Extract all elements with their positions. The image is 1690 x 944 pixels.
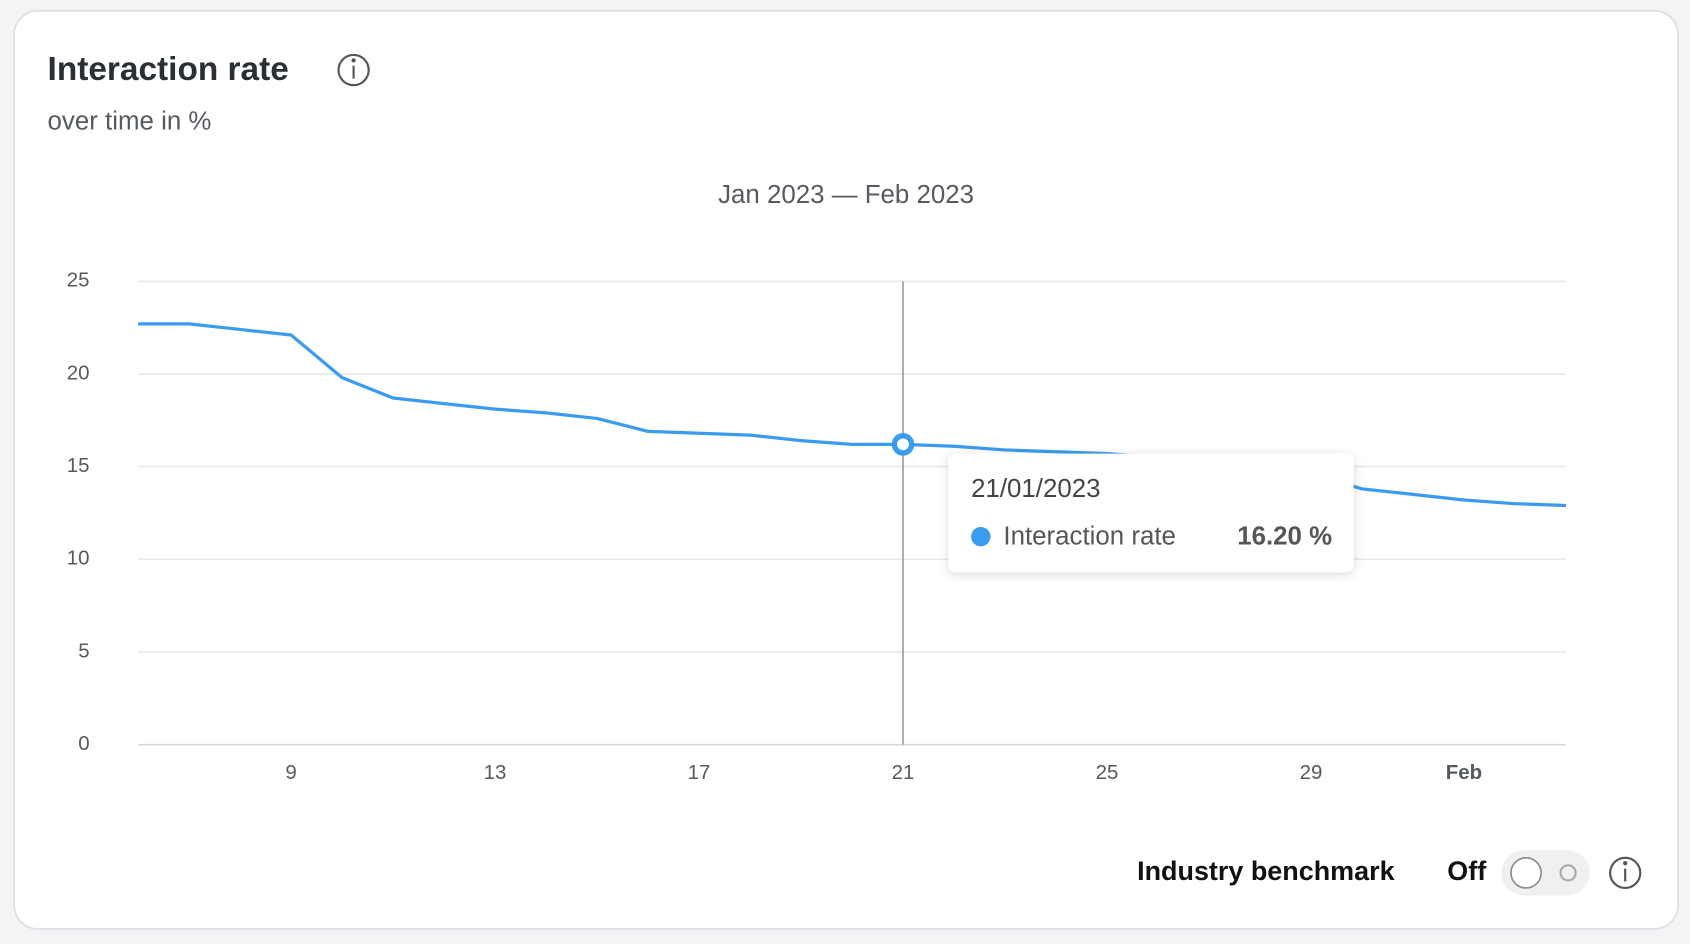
x-tick-label: 25 [1096, 761, 1119, 784]
y-tick-label: 0 [78, 732, 89, 755]
benchmark-label: Industry benchmark [1137, 856, 1394, 886]
x-tick-label: 13 [484, 761, 507, 784]
hover-point [891, 433, 915, 456]
legend-dot [971, 526, 991, 547]
chart-title: Interaction rate [48, 51, 289, 88]
x-tick-label: 17 [688, 761, 711, 784]
tooltip-value: 16.20 % [1237, 523, 1332, 551]
benchmark-state: Off [1447, 856, 1487, 886]
x-tick-label: 21 [892, 761, 915, 784]
tooltip-title: 21/01/2023 [971, 475, 1100, 503]
x-tick-label: 9 [285, 761, 296, 784]
y-tick-label: 20 [67, 361, 90, 384]
info-icon[interactable] [1609, 856, 1642, 890]
x-tick-label: Feb [1446, 761, 1482, 784]
toggle[interactable] [1501, 850, 1590, 896]
y-tick-label: 15 [67, 454, 90, 477]
date-range: Jan 2023 — Feb 2023 [718, 181, 974, 209]
x-tick-label: 29 [1300, 761, 1323, 784]
y-tick-label: 10 [67, 547, 90, 570]
tooltip-series: Interaction rate [1003, 523, 1175, 551]
y-tick-label: 5 [78, 639, 89, 662]
tooltip [948, 453, 1354, 573]
chart-subtitle: over time in % [48, 108, 212, 136]
info-icon[interactable] [337, 53, 370, 87]
card [13, 9, 1679, 930]
y-tick-label: 25 [67, 269, 90, 292]
